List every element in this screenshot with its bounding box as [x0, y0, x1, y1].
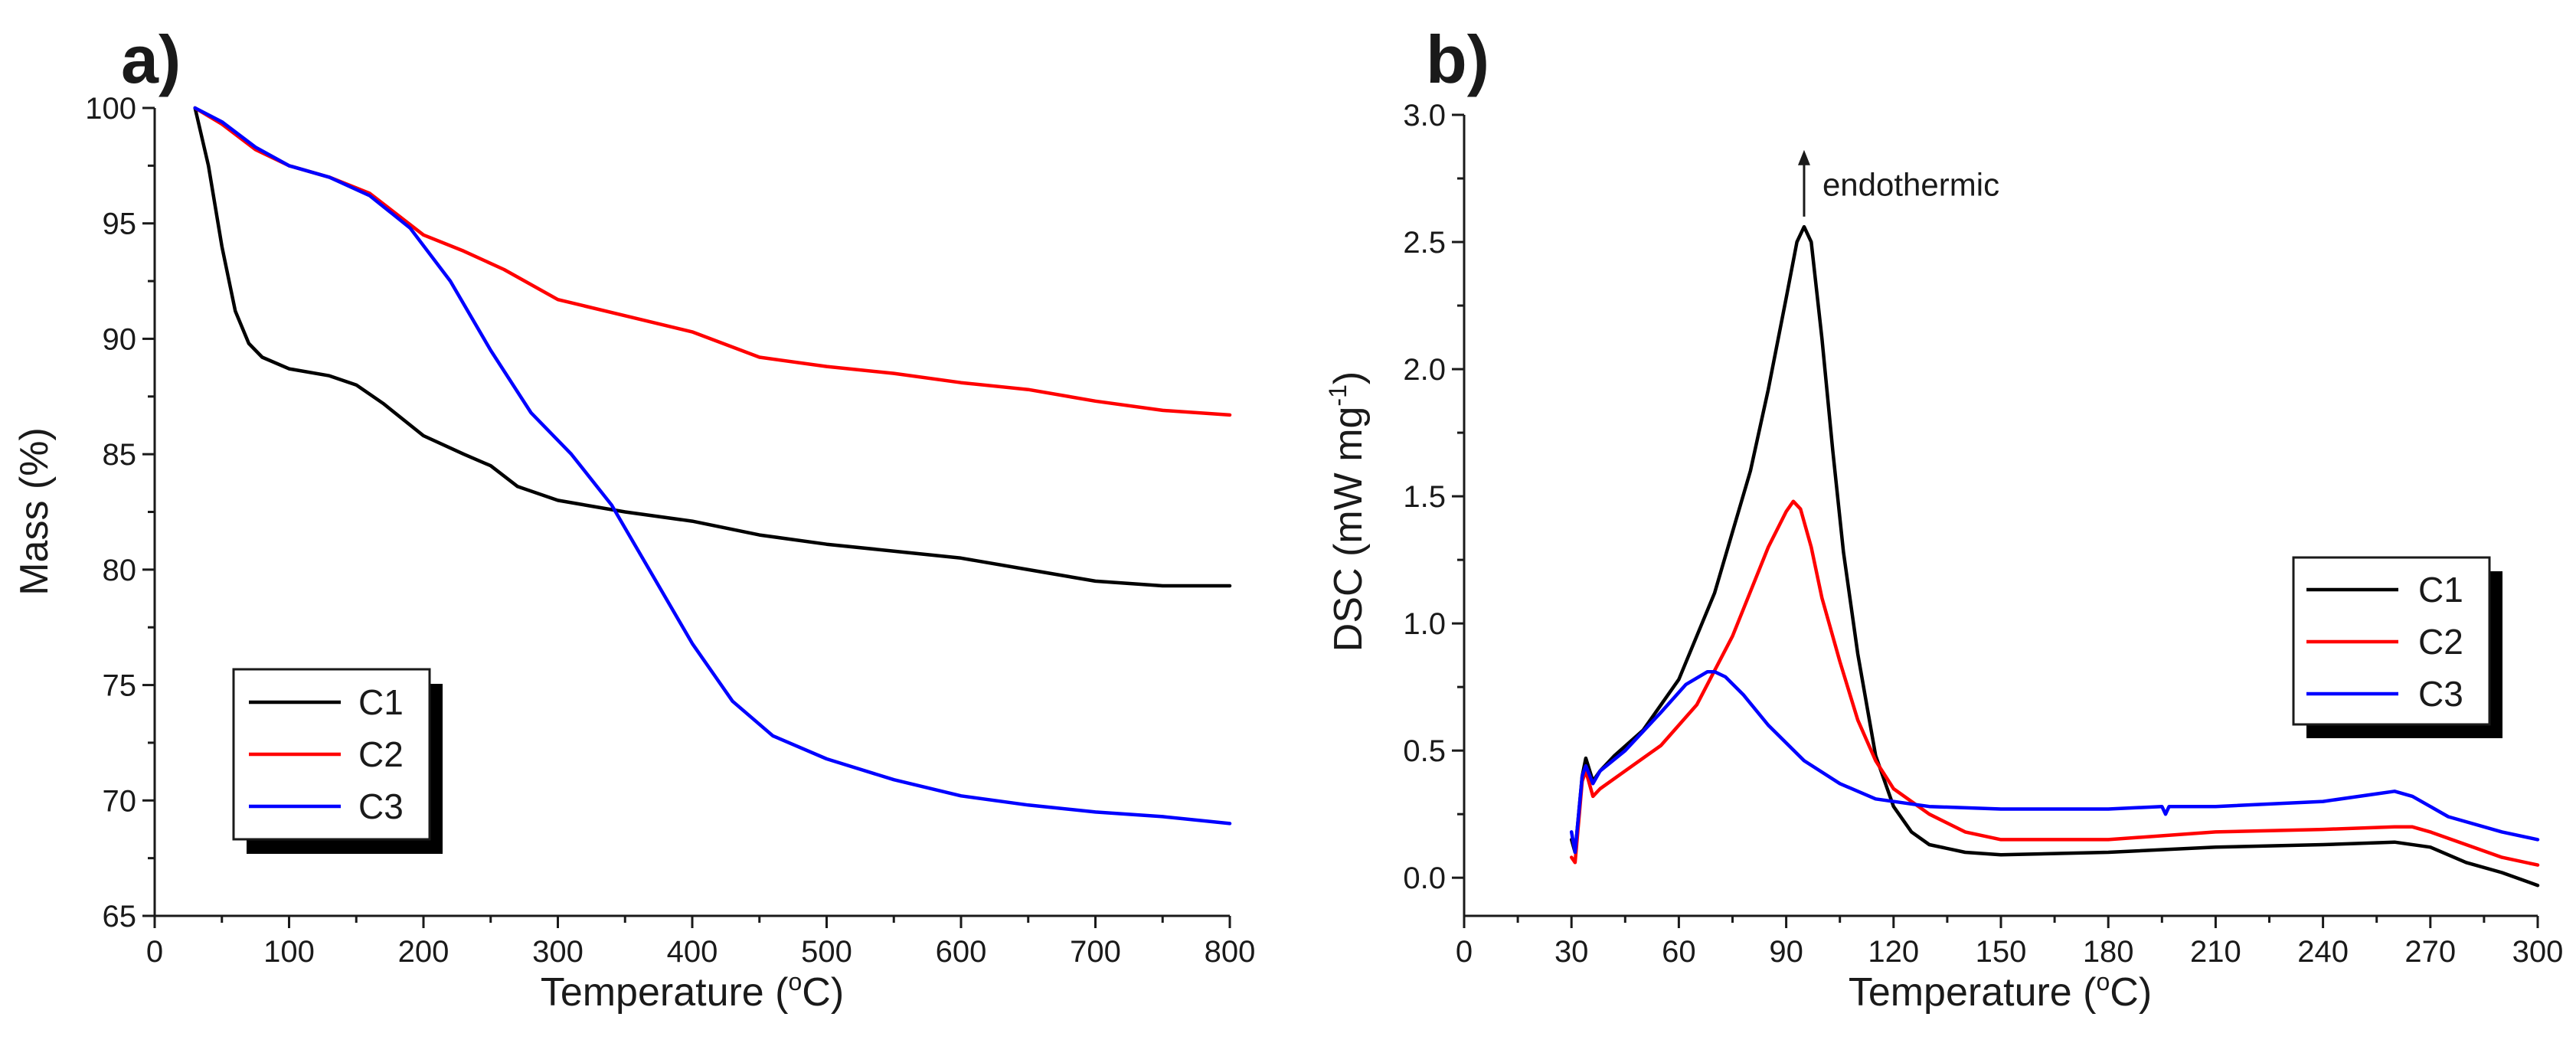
panel-a-plot-area: 0 100 200 300 400 500 600 700 800 65 70 75 80 85 90 95… — [85, 92, 1255, 969]
pb-y-tick-label: 2.5 — [1403, 226, 1446, 260]
panel-b-y-axis-title: DSC (mW mg-1) — [1324, 371, 1371, 652]
panel-a-x-ticks: 0 100 200 300 400 500 600 700 800 — [146, 916, 1256, 969]
pa-x-tick-label: 0 — [146, 935, 163, 969]
panel-a-x-axis-title: Temperature (oC) — [541, 968, 844, 1015]
pa-x-tick-label: 300 — [532, 935, 584, 969]
pb-x-tick-label: 150 — [1976, 935, 2027, 969]
pb-x-tick-label: 30 — [1554, 935, 1589, 969]
panel-b-plot-area: 0 30 60 90 120 150 180 210 240 270 300 0.0 0.5 1.0 1.… — [1403, 99, 2563, 969]
panel-b-annotation: endothermic — [1797, 149, 1999, 217]
pb-y-tick-label: 1.5 — [1403, 480, 1446, 514]
panel-a-legend: C1 C2 C3 — [232, 668, 443, 854]
panel-b-x-ticks: 0 30 60 90 120 150 180 210 240 270 300 — [1456, 916, 2564, 969]
panel-b-dsc-chart: b) 0 30 60 90 120 150 180 210 240 270 300 0.0 0.5 1.… — [1324, 21, 2563, 1015]
pa-x-tick-label: 200 — [398, 935, 449, 969]
pa-x-tick-label: 700 — [1070, 935, 1121, 969]
pb-series-c3 — [1569, 669, 2540, 855]
panel-b-y-ticks: 0.0 0.5 1.0 1.5 2.0 2.5 3.0 — [1403, 99, 1464, 895]
pb-y-tick-label: 0.5 — [1403, 734, 1446, 768]
pb-x-tick-label: 270 — [2404, 935, 2456, 969]
pa-y-tick-label: 100 — [85, 92, 136, 126]
pa-y-tick-label: 70 — [103, 784, 137, 818]
pa-x-tick-label: 500 — [801, 935, 852, 969]
pb-y-tick-label: 3.0 — [1403, 99, 1446, 132]
pb-x-tick-label: 60 — [1662, 935, 1696, 969]
pa-y-tick-label: 90 — [103, 322, 137, 356]
panel-b-legend-label-c2: C2 — [2418, 622, 2463, 662]
panel-b-label: b) — [1426, 21, 1489, 97]
pb-y-tick-label: 2.0 — [1403, 353, 1446, 387]
pb-x-tick-label: 120 — [1868, 935, 1919, 969]
panel-a-mass-chart: a) 0 100 200 300 400 500 600 700 800 65 70 75 80 85 9… — [12, 21, 1255, 1015]
panel-b-series — [1569, 224, 2540, 888]
pb-y-tick-label: 0.0 — [1403, 861, 1446, 895]
panel-a-y-axis-title: Mass (%) — [12, 427, 57, 596]
panel-a-legend-label-c1: C1 — [358, 682, 404, 722]
panel-a-legend-label-c2: C2 — [358, 734, 404, 774]
pa-y-tick-label: 85 — [103, 438, 137, 472]
panel-a-legend-label-c3: C3 — [358, 786, 404, 826]
pb-x-tick-label: 300 — [2512, 935, 2564, 969]
pb-x-tick-label: 240 — [2297, 935, 2349, 969]
endothermic-arrow-head — [1797, 149, 1810, 165]
pa-x-tick-label: 600 — [936, 935, 987, 969]
panel-b-legend-label-c1: C1 — [2418, 570, 2463, 610]
panel-a-y-ticks: 65 70 75 80 85 90 95 100 — [85, 92, 155, 933]
pa-y-tick-label: 75 — [103, 669, 137, 703]
pa-series-c2 — [193, 106, 1232, 417]
pa-series-c3 — [193, 106, 1232, 826]
pb-x-tick-label: 180 — [2083, 935, 2134, 969]
pb-x-tick-label: 90 — [1769, 935, 1803, 969]
pa-y-tick-label: 65 — [103, 900, 137, 933]
pa-y-tick-label: 80 — [103, 554, 137, 587]
endothermic-annotation: endothermic — [1822, 166, 1999, 202]
pb-x-tick-label: 210 — [2190, 935, 2241, 969]
pb-x-tick-label: 0 — [1456, 935, 1473, 969]
panel-b-legend-label-c3: C3 — [2418, 674, 2463, 714]
pa-x-tick-label: 800 — [1205, 935, 1256, 969]
panel-b-legend: C1 C2 C3 — [2292, 556, 2502, 738]
pa-x-tick-label: 100 — [263, 935, 315, 969]
pa-y-tick-label: 95 — [103, 208, 137, 241]
pa-x-tick-label: 400 — [667, 935, 718, 969]
panel-a-series — [193, 106, 1232, 826]
panel-b-x-axis-title: Temperature (oC) — [1849, 968, 2152, 1015]
pa-series-c1 — [193, 106, 1232, 588]
panel-a-label: a) — [121, 21, 181, 97]
pb-series-c1 — [1569, 224, 2540, 888]
pb-y-tick-label: 1.0 — [1403, 607, 1446, 641]
pb-series-c2 — [1569, 499, 2540, 867]
